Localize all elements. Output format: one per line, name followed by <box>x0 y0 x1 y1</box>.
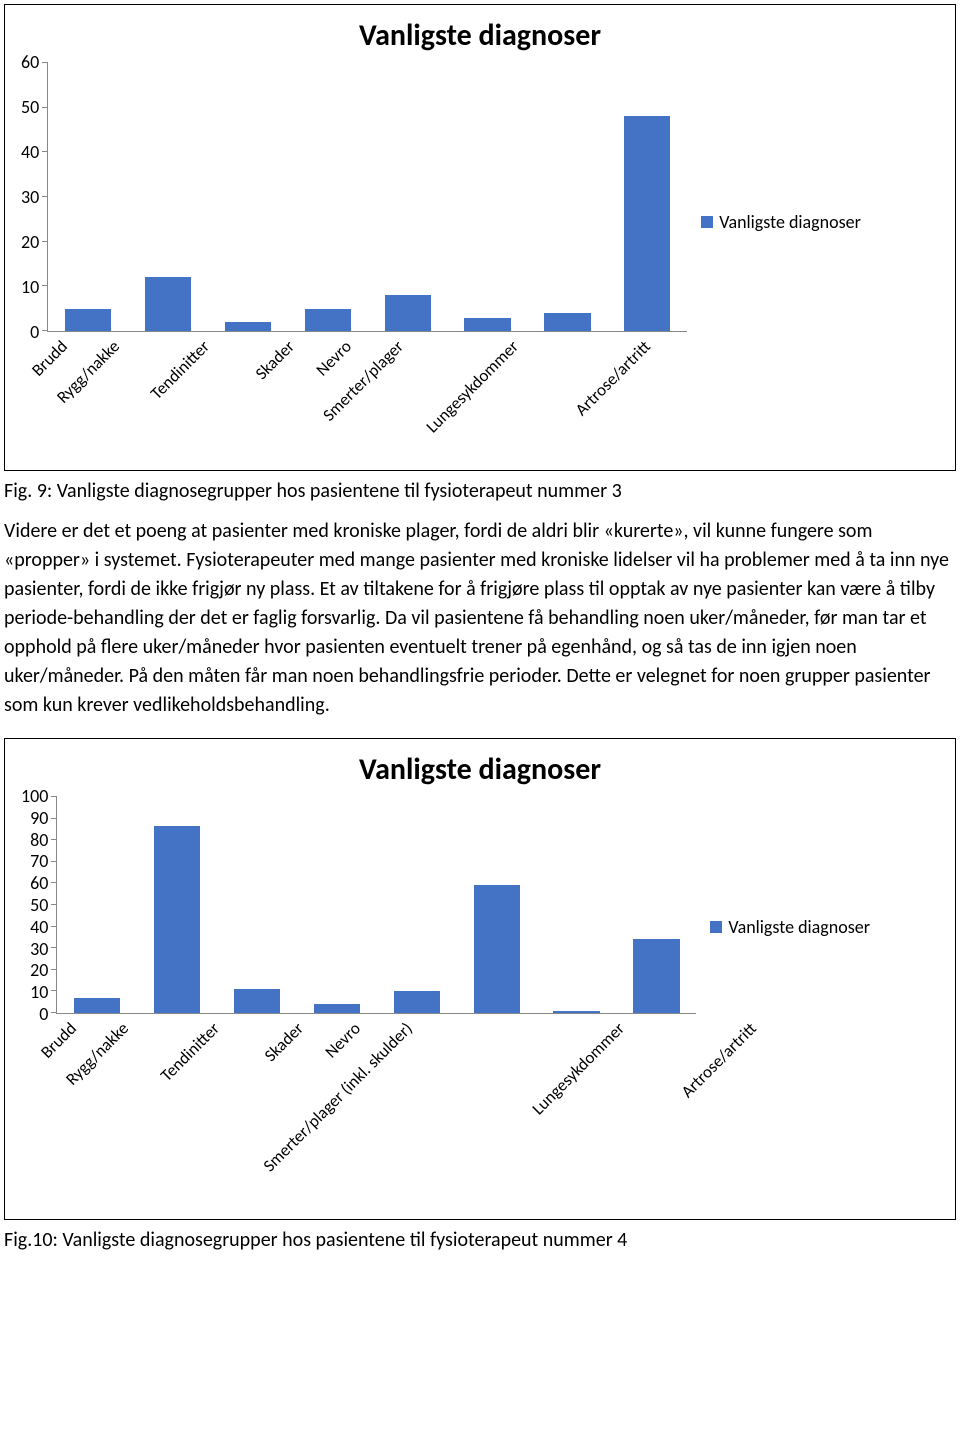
x-label-slot: Tendinitter <box>189 336 274 454</box>
chart-1-title: Vanligste diagnoser <box>21 17 939 54</box>
bar-slot <box>448 62 528 331</box>
bar-slot <box>617 796 697 1013</box>
chart-1-plot-col: 0102030405060 BruddRygg/nakkeTendinitter… <box>21 62 687 454</box>
chart-1-body: 0102030405060 BruddRygg/nakkeTendinitter… <box>21 62 939 454</box>
bar-slot <box>48 62 128 331</box>
bar-slot <box>607 62 687 331</box>
chart-1-legend: Vanligste diagnoser <box>701 211 861 233</box>
bar-slot <box>288 62 368 331</box>
x-label-slot: Artrose/artritt <box>630 336 738 454</box>
chart-2-container: Vanligste diagnoser 01020304050607080901… <box>4 738 956 1220</box>
caption-1: Fig. 9: Vanligste diagnosegrupper hos pa… <box>4 479 956 503</box>
chart-1-bars <box>48 62 687 331</box>
chart-2-bars <box>57 796 696 1013</box>
chart-2-plot-col: 0102030405060708090100 BruddRygg/nakkeTe… <box>21 796 696 1203</box>
bar-slot <box>217 796 297 1013</box>
bar-slot <box>537 796 617 1013</box>
caption-2: Fig.10: Vanligste diagnosegrupper hos pa… <box>4 1228 956 1252</box>
bar-slot <box>128 62 208 331</box>
chart-2-title: Vanligste diagnoser <box>21 751 939 788</box>
bar <box>314 1004 360 1013</box>
bar <box>553 1011 599 1013</box>
bar <box>474 885 520 1013</box>
bar-slot <box>297 796 377 1013</box>
bar-slot <box>137 796 217 1013</box>
bar <box>74 998 120 1013</box>
chart-2-plot-area <box>56 796 696 1014</box>
bar <box>145 277 191 331</box>
bar <box>633 939 679 1013</box>
bar <box>225 322 271 331</box>
chart-2-plot-wrap: BruddRygg/nakkeTendinitterSkaderNevroSme… <box>56 796 696 1203</box>
bar <box>624 116 670 331</box>
bar-slot <box>377 796 457 1013</box>
chart-1-x-labels: BruddRygg/nakkeTendinitterSkaderNevroSme… <box>47 336 687 454</box>
bar-slot <box>368 62 448 331</box>
chart-2-legend: Vanligste diagnoser <box>710 916 870 938</box>
bar <box>385 295 431 331</box>
chart-1-plot-area <box>47 62 687 332</box>
chart-1-legend-label: Vanligste diagnoser <box>719 211 861 233</box>
bar <box>464 318 510 331</box>
chart-1-plot-wrap: BruddRygg/nakkeTendinitterSkaderNevroSme… <box>47 62 687 454</box>
bar <box>544 313 590 331</box>
bar-slot <box>57 796 137 1013</box>
bar <box>234 989 280 1013</box>
bar <box>154 826 200 1013</box>
x-label-slot: Artrose/artritt <box>736 1018 844 1203</box>
bar-slot <box>528 62 608 331</box>
chart-1-container: Vanligste diagnoser 0102030405060 BruddR… <box>4 4 956 471</box>
legend-swatch-icon <box>701 216 713 228</box>
bar <box>305 309 351 331</box>
chart-2-body: 0102030405060708090100 BruddRygg/nakkeTe… <box>21 796 939 1203</box>
chart-2-x-labels: BruddRygg/nakkeTendinitterSkaderNevroSme… <box>56 1018 696 1203</box>
bar-slot <box>457 796 537 1013</box>
chart-2-legend-label: Vanligste diagnoser <box>728 916 870 938</box>
legend-swatch-icon <box>710 921 722 933</box>
bar <box>394 991 440 1013</box>
body-paragraph: Videre er det et poeng at pasienter med … <box>4 517 956 720</box>
bar <box>65 309 111 331</box>
bar-slot <box>208 62 288 331</box>
